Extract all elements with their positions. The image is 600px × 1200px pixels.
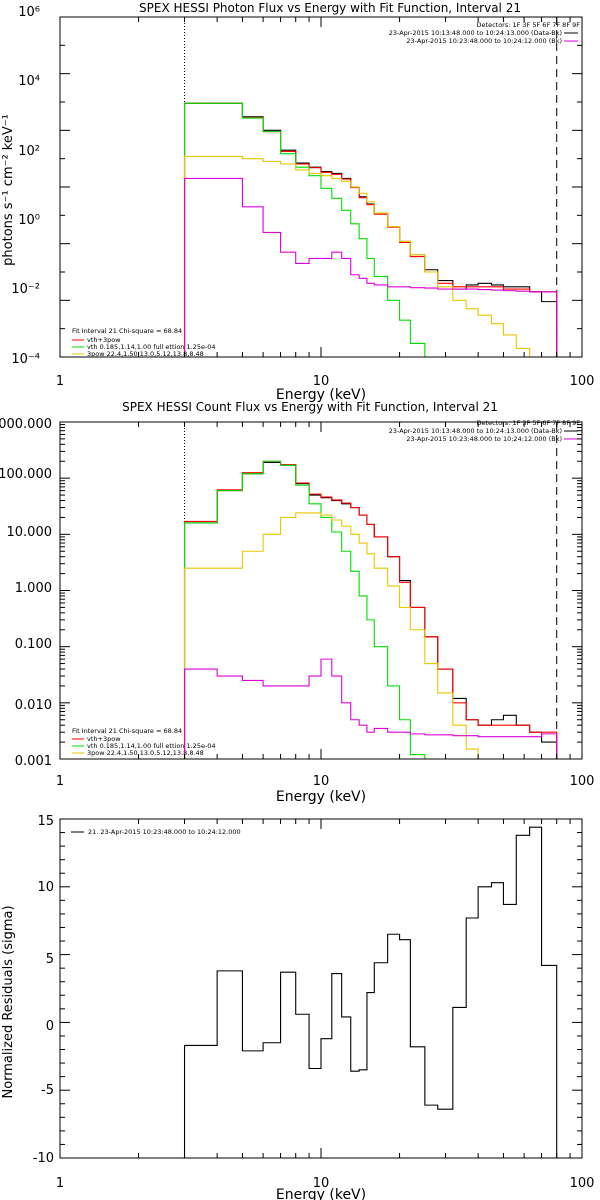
residuals-y-tick-label: -10 xyxy=(33,1151,54,1166)
count-flux-series-line xyxy=(183,460,426,759)
photon-flux-x-tick-label: 10 xyxy=(313,374,330,389)
count-flux-series-line xyxy=(183,658,558,759)
legend-detectors: Detectors: 1F 3F 5F 6F 7F 8F 9F xyxy=(477,419,581,427)
photon-flux-legend-top-right: Detectors: 1F 3F 5F 6F 7F 8F 9F 23-Apr-2… xyxy=(389,21,581,45)
count-flux-x-tick-label: 1 xyxy=(56,774,64,789)
residuals-panel: Energy (keV) Normalized Residuals (sigma… xyxy=(1,814,594,1200)
count-flux-title: SPEX HESSI Count Flux vs Energy with Fit… xyxy=(122,400,498,414)
residuals-y-tick-label: -5 xyxy=(41,1083,54,1098)
photon-flux-series-group xyxy=(183,17,558,357)
residuals-x-tick-label: 10 xyxy=(313,1176,330,1191)
count-flux-series-group xyxy=(183,422,558,759)
photon-flux-series-line xyxy=(183,177,558,357)
photon-flux-y-tick-label: 10⁻⁴ xyxy=(11,352,40,367)
photon-flux-panel: SPEX HESSI Photon Flux vs Energy with Fi… xyxy=(1,1,594,403)
count-flux-legend-top-right: Detectors: 1F 3F 5F 6F 7F 8F 9F 23-Apr-2… xyxy=(389,419,581,443)
residuals-x-label: Energy (keV) xyxy=(276,1187,366,1200)
legend-3pow-label: 3pow 22.4,1.50,13.0,5.12,13.8,8.48 xyxy=(87,350,204,358)
count-flux-x-tick-labels: 1 10 100 xyxy=(56,774,595,789)
legend-bk-interval: 23-Apr-2015 10:23:48.000 to 10:24:12.000… xyxy=(406,37,562,45)
residuals-x-tick-label: 1 xyxy=(56,1176,64,1191)
photon-flux-series-line xyxy=(183,102,426,357)
count-flux-y-tick-labels: 0.001 0.010 0.100 1.000 10.000 100.000 1… xyxy=(0,417,52,769)
residuals-series-line xyxy=(183,826,558,1158)
photon-flux-plot xyxy=(59,16,583,358)
legend-bk-interval: 23-Apr-2015 10:23:48.000 to 10:24:12.000… xyxy=(406,435,562,443)
photon-flux-x-tick-labels: 1 10 100 xyxy=(56,374,595,389)
residuals-y-tick-label: 10 xyxy=(37,880,54,895)
legend-detectors: Detectors: 1F 3F 5F 6F 7F 8F 9F xyxy=(477,21,581,29)
photon-flux-y-tick-label: 10⁴ xyxy=(18,74,40,89)
residuals-x-tick-labels: 1 10 100 xyxy=(56,1176,595,1191)
residuals-y-tick-labels: -10 -5 0 5 10 15 xyxy=(33,814,54,1166)
residuals-y-tick-label: 0 xyxy=(46,1019,54,1034)
count-flux-y-tick-label: 0.001 xyxy=(15,754,52,769)
count-flux-series-line xyxy=(183,460,558,759)
photon-flux-y-label: photons s⁻¹ cm⁻² keV⁻¹ xyxy=(1,114,16,266)
residuals-y-tick-label: 15 xyxy=(37,814,54,829)
count-flux-x-tick-label: 10 xyxy=(313,774,330,789)
legend-data-interval: 23-Apr-2015 10:13:48.000 to 10:24:13.000… xyxy=(389,29,562,37)
count-flux-legend-bottom-left: Fit Interval 21 Chi-square = 68.84 vth+3… xyxy=(72,727,216,757)
legend-total-label: vth+3pow xyxy=(87,735,121,743)
photon-flux-y-tick-label: 10⁻² xyxy=(11,282,40,297)
photon-flux-series-line xyxy=(183,155,543,357)
count-flux-panel: SPEX HESSI Count Flux vs Energy with Fit… xyxy=(0,400,594,805)
count-flux-series-line xyxy=(183,461,558,759)
residuals-x-tick-label: 100 xyxy=(570,1176,595,1191)
residuals-series-group xyxy=(183,826,558,1158)
photon-flux-title: SPEX HESSI Photon Flux vs Energy with Fi… xyxy=(139,1,521,15)
count-flux-y-tick-label: 10.000 xyxy=(7,525,53,540)
residuals-y-label: Normalized Residuals (sigma) xyxy=(1,905,16,1098)
photon-flux-x-tick-label: 100 xyxy=(570,374,595,389)
plot-layers xyxy=(59,16,583,1159)
count-flux-y-tick-label: 0.100 xyxy=(15,637,52,652)
residuals-y-tick-label: 5 xyxy=(46,952,54,967)
photon-flux-y-tick-label: 10⁰ xyxy=(18,213,40,228)
residuals-legend: 21. 23-Apr-2015 10:23:48.000 to 10:24:12… xyxy=(71,828,241,836)
residuals-plot xyxy=(59,818,583,1159)
photon-flux-series-line xyxy=(183,102,558,357)
legend-vth-label: vth 0.185,1.14,1.00 full ettion 1.25e-04 xyxy=(87,343,216,351)
photon-flux-legend-bottom-left: Fit Interval 21 Chi-square = 68.84 vth+3… xyxy=(72,327,216,358)
photon-flux-x-label: Energy (keV) xyxy=(276,387,366,403)
legend-fit-interval: Fit Interval 21 Chi-square = 68.84 xyxy=(72,727,182,735)
count-flux-plot xyxy=(59,421,583,760)
photon-flux-y-tick-label: 10² xyxy=(18,144,40,159)
legend-fit-interval: Fit Interval 21 Chi-square = 68.84 xyxy=(72,327,182,335)
photon-flux-y-tick-label: 10⁶ xyxy=(18,5,40,20)
residuals-axes-frame xyxy=(59,818,583,1159)
count-flux-y-tick-label: 1.000 xyxy=(15,581,52,596)
count-flux-x-tick-label: 100 xyxy=(570,774,595,789)
count-flux-y-tick-label: 100.000 xyxy=(0,467,52,482)
legend-total-label: vth+3pow xyxy=(87,336,121,344)
legend-data-interval: 23-Apr-2015 10:13:48.000 to 10:24:13.000… xyxy=(389,427,562,435)
photon-flux-y-tick-labels: 10⁻⁴ 10⁻² 10⁰ 10² 10⁴ 10⁶ xyxy=(11,5,40,367)
photon-flux-x-tick-label: 1 xyxy=(56,374,64,389)
legend-vth-label: vth 0.185,1.14,1.00 full ettion 1.25e-04 xyxy=(87,742,216,750)
residuals-legend-label: 21. 23-Apr-2015 10:23:48.000 to 10:24:12… xyxy=(88,828,241,836)
count-flux-y-tick-label: 0.010 xyxy=(15,698,52,713)
count-flux-series-line xyxy=(183,512,479,759)
photon-flux-series-line xyxy=(183,102,558,357)
legend-3pow-label: 3pow 22.4,1.50,13.0,5.12,13.8,8.48 xyxy=(87,749,204,757)
count-flux-x-label: Energy (keV) xyxy=(276,789,366,805)
count-flux-axes-frame xyxy=(59,421,583,760)
